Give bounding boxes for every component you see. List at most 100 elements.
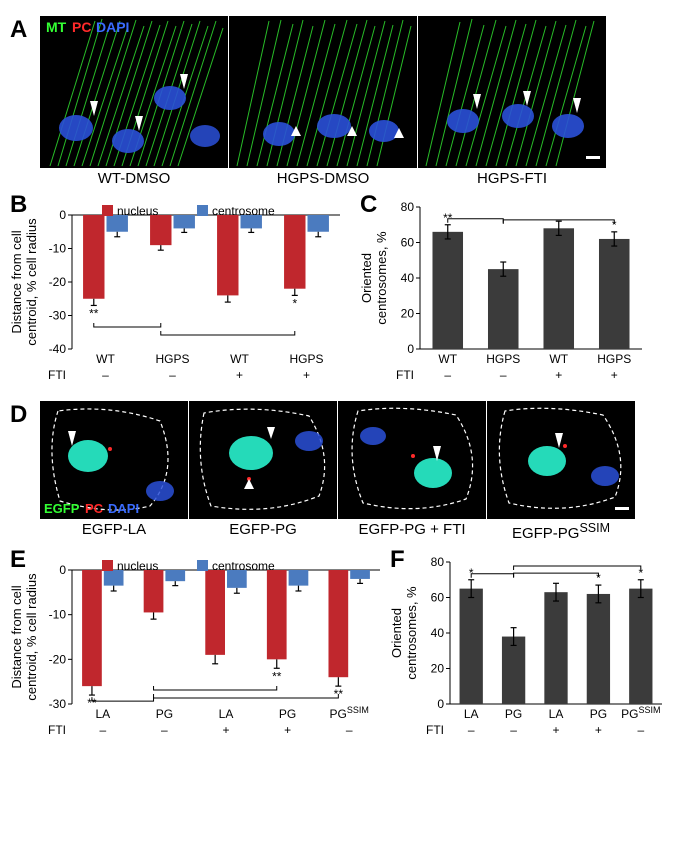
svg-text:centrosome: centrosome [212, 204, 275, 218]
caption-HGPS-DMSO: HGPS-DMSO [229, 170, 417, 187]
svg-text:-40: -40 [49, 342, 67, 356]
micrograph-HGPS-DMSO: HGPS-DMSO [229, 16, 417, 187]
svg-text:WT: WT [438, 352, 457, 366]
svg-text:-10: -10 [49, 608, 67, 622]
svg-text:LA: LA [549, 707, 564, 721]
caption-EGFP-PG-SSIM: EGFP-PGSSIM [487, 521, 635, 542]
panel-C-label: C [360, 191, 377, 219]
svg-text:WT: WT [230, 352, 249, 366]
svg-text:Distance from cellcentroid, %: Distance from cellcentroid, % cell radiu… [10, 218, 39, 346]
svg-text:+: + [611, 368, 618, 382]
panel-C: C 020406080Orientedcentrosomes, %WT–HGPS… [360, 195, 650, 395]
svg-text:-10: -10 [49, 242, 67, 256]
panel-E-label: E [10, 546, 26, 574]
caption-EGFP-LA: EGFP-LA [40, 521, 188, 538]
micrograph-EGFP-PG-SSIM: EGFP-PGSSIM [487, 401, 635, 542]
svg-text:-20: -20 [49, 275, 67, 289]
svg-text:+: + [303, 368, 310, 382]
svg-text:*: * [638, 566, 643, 580]
svg-text:MT: MT [46, 19, 67, 35]
svg-text:**: ** [443, 211, 453, 225]
svg-text:+: + [555, 368, 562, 382]
panel-A-label: A [10, 16, 27, 44]
svg-text:–: – [169, 368, 176, 382]
svg-text:–: – [102, 368, 109, 382]
svg-text:*: * [596, 571, 601, 585]
panel-F-chart: 020406080Orientedcentrosomes, %LA–PG–LA+… [390, 550, 670, 750]
micrograph-EGFP-PG-FTI: EGFP-PG + FTI [338, 401, 486, 542]
svg-text:Distance from cellcentroid, %: Distance from cellcentroid, % cell radiu… [10, 573, 39, 701]
caption-HGPS-FTI: HGPS-FTI [418, 170, 606, 187]
panel-D-images: EGFP PC DAPI EGFP-LA EGFP-PG [40, 401, 667, 542]
svg-text:LA: LA [464, 707, 479, 721]
svg-text:WT: WT [96, 352, 115, 366]
svg-text:0: 0 [407, 342, 414, 356]
svg-text:HGPS: HGPS [155, 352, 189, 366]
micrograph-WT-DMSO: MT PC DAPI WT-DMSO [40, 16, 228, 187]
svg-text:FTI: FTI [48, 723, 66, 737]
svg-text:Orientedcentrosomes, %: Orientedcentrosomes, % [390, 586, 419, 680]
svg-text:0: 0 [59, 563, 66, 577]
caption-EGFP-PG: EGFP-PG [189, 521, 337, 538]
panel-B-label: B [10, 191, 27, 219]
svg-text:PC: PC [85, 501, 104, 516]
svg-text:FTI: FTI [426, 723, 444, 737]
svg-text:–: – [637, 723, 644, 737]
panel-D: D EGFP PC DAPI EGFP-LA [10, 401, 667, 542]
svg-text:20: 20 [401, 307, 415, 321]
svg-text:0: 0 [59, 208, 66, 222]
svg-text:PG: PG [156, 707, 173, 721]
svg-text:PGSSIM: PGSSIM [621, 705, 660, 721]
svg-text:0: 0 [437, 697, 444, 711]
svg-text:PG: PG [590, 707, 607, 721]
svg-text:**: ** [334, 687, 344, 701]
svg-text:nucleus: nucleus [117, 559, 158, 573]
svg-text:–: – [500, 368, 507, 382]
svg-text:*: * [292, 296, 297, 310]
svg-text:80: 80 [431, 555, 445, 569]
svg-text:–: – [161, 723, 168, 737]
panel-B-chart: 0 -10 -20 -30 -40 Distance from cellcentroid,… [10, 195, 350, 395]
svg-text:**: ** [89, 306, 99, 320]
svg-text:-30: -30 [49, 697, 67, 711]
svg-text:nucleus: nucleus [117, 204, 158, 218]
svg-text:60: 60 [431, 591, 445, 605]
figure: A [10, 16, 667, 750]
svg-text:+: + [236, 368, 243, 382]
svg-text:*: * [469, 566, 474, 580]
svg-text:-30: -30 [49, 309, 67, 323]
panel-F-label: F [390, 546, 405, 574]
svg-text:PG: PG [279, 707, 296, 721]
svg-text:DAPI: DAPI [108, 501, 139, 516]
caption-WT-DMSO: WT-DMSO [40, 170, 228, 187]
svg-text:40: 40 [401, 271, 415, 285]
svg-text:60: 60 [401, 236, 415, 250]
svg-text:+: + [284, 723, 291, 737]
svg-text:FTI: FTI [396, 368, 414, 382]
svg-text:Orientedcentrosomes, %: Orientedcentrosomes, % [360, 231, 389, 325]
svg-text:LA: LA [219, 707, 234, 721]
svg-text:HGPS: HGPS [289, 352, 323, 366]
svg-text:**: ** [87, 696, 97, 710]
svg-text:*: * [612, 218, 617, 232]
svg-text:PG: PG [505, 707, 522, 721]
panel-D-label: D [10, 401, 27, 429]
panel-E-chart: 0 -10 -20 -30 Distance from cellcentroid, % … [10, 550, 390, 750]
svg-text:centrosome: centrosome [212, 559, 275, 573]
panel-A: A [10, 16, 667, 187]
svg-text:DAPI: DAPI [96, 19, 129, 35]
svg-text:WT: WT [549, 352, 568, 366]
svg-text:EGFP: EGFP [44, 501, 80, 516]
svg-text:FTI: FTI [48, 368, 66, 382]
svg-text:-20: -20 [49, 652, 67, 666]
svg-text:PGSSIM: PGSSIM [330, 705, 369, 721]
svg-text:+: + [222, 723, 229, 737]
micrograph-EGFP-LA: EGFP PC DAPI EGFP-LA [40, 401, 188, 542]
caption-EGFP-PG-FTI: EGFP-PG + FTI [338, 521, 486, 538]
svg-text:HGPS: HGPS [486, 352, 520, 366]
svg-text:–: – [346, 723, 353, 737]
svg-text:HGPS: HGPS [597, 352, 631, 366]
micrograph-EGFP-PG: EGFP-PG [189, 401, 337, 542]
panel-B: B 0-10-20-30-40Distance from cellcentroi… [10, 195, 350, 395]
svg-text:–: – [468, 723, 475, 737]
